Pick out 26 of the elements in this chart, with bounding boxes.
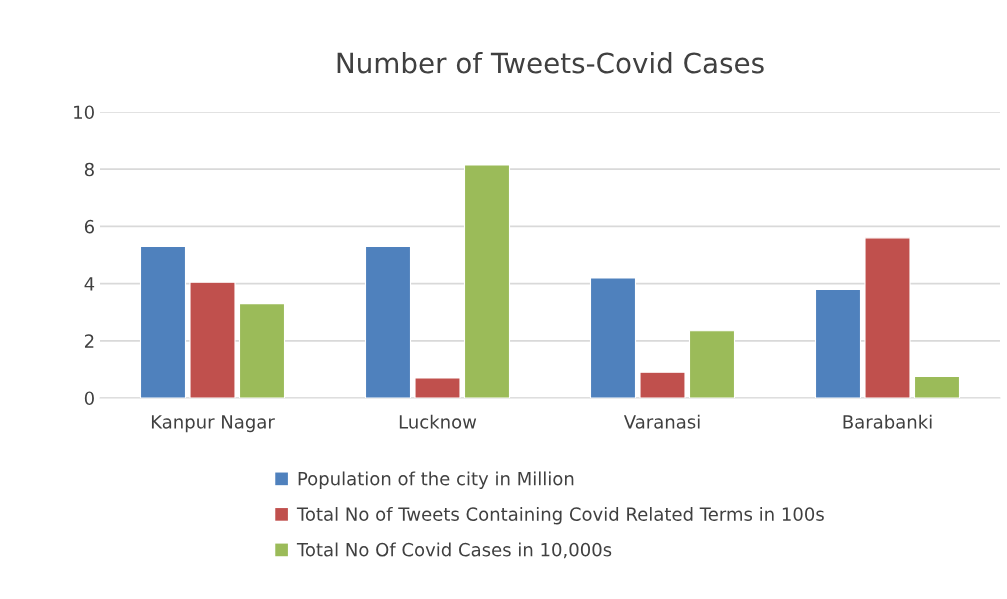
bar [913, 375, 961, 398]
bar [814, 288, 862, 398]
bar [639, 371, 686, 398]
y-tick-label: 0 [84, 391, 94, 406]
bar [364, 245, 412, 398]
chart-title: Number of Tweets-Covid Cases [337, 52, 764, 74]
bar [139, 245, 187, 398]
bar [189, 281, 236, 398]
y-tick-label: 2 [84, 334, 94, 348]
bar [688, 330, 736, 398]
bar [589, 277, 637, 398]
y-tick-label: 4 [84, 277, 95, 291]
bar [238, 303, 286, 398]
legend-label: Total No of Tweets Containing Covid Related Terms in 100s [296, 506, 824, 525]
x-tick-label: Lucknow [399, 414, 477, 429]
x-tick-label: Barabanki [843, 414, 932, 429]
bar [414, 377, 461, 398]
x-tick-label: Varanasi [623, 414, 700, 429]
bar [864, 237, 911, 398]
bar [463, 164, 511, 398]
legend-label: Population of the city in Million [298, 471, 574, 489]
y-tick-label: 10 [74, 105, 94, 120]
y-tick-label: 6 [84, 219, 94, 234]
x-tick-label: Kanpur Nagar [151, 415, 275, 433]
y-tick-label: 8 [84, 162, 94, 177]
legend-label: Total No Of Covid Cases in 10,000s [296, 542, 612, 559]
